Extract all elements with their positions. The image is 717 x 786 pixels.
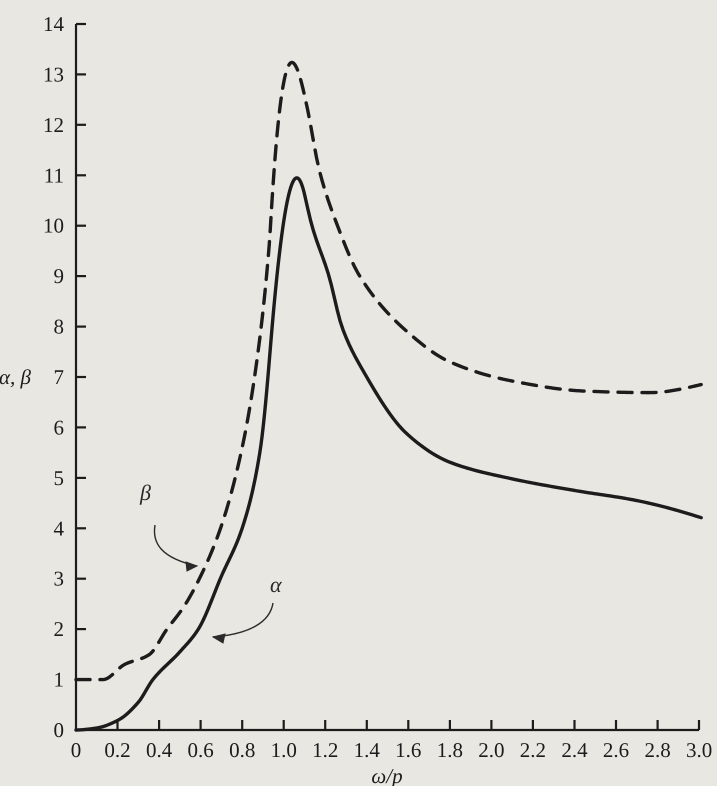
- svg-text:12: 12: [43, 113, 64, 137]
- svg-text:3.0: 3.0: [686, 738, 712, 762]
- svg-text:4: 4: [54, 516, 65, 540]
- svg-text:ω/p: ω/p: [371, 764, 402, 786]
- svg-text:7: 7: [54, 365, 65, 389]
- svg-text:9: 9: [54, 264, 65, 288]
- svg-text:1.8: 1.8: [437, 738, 463, 762]
- svg-text:2.2: 2.2: [520, 738, 546, 762]
- svg-text:2.4: 2.4: [561, 738, 588, 762]
- svg-text:β: β: [139, 480, 151, 505]
- svg-text:2.0: 2.0: [478, 738, 504, 762]
- svg-text:0.4: 0.4: [146, 738, 173, 762]
- svg-text:3: 3: [54, 567, 65, 591]
- svg-text:0.6: 0.6: [187, 738, 213, 762]
- svg-text:1: 1: [54, 668, 65, 692]
- svg-text:1.6: 1.6: [395, 738, 421, 762]
- svg-text:13: 13: [43, 62, 64, 86]
- svg-text:2.8: 2.8: [644, 738, 670, 762]
- svg-text:0.8: 0.8: [229, 738, 255, 762]
- svg-text:1.0: 1.0: [271, 738, 297, 762]
- svg-text:1.4: 1.4: [354, 738, 381, 762]
- svg-text:α, β: α, β: [0, 365, 32, 389]
- svg-text:11: 11: [44, 163, 64, 187]
- svg-text:0.2: 0.2: [104, 738, 130, 762]
- svg-text:1.2: 1.2: [312, 738, 338, 762]
- svg-text:6: 6: [54, 415, 65, 439]
- svg-text:2: 2: [54, 617, 65, 641]
- svg-text:5: 5: [54, 466, 65, 490]
- svg-text:14: 14: [43, 12, 65, 36]
- svg-text:α: α: [270, 572, 282, 597]
- svg-text:10: 10: [43, 214, 64, 238]
- svg-text:8: 8: [54, 315, 65, 339]
- svg-text:0: 0: [54, 718, 65, 742]
- svg-text:2.6: 2.6: [603, 738, 629, 762]
- svg-text:0: 0: [71, 738, 82, 762]
